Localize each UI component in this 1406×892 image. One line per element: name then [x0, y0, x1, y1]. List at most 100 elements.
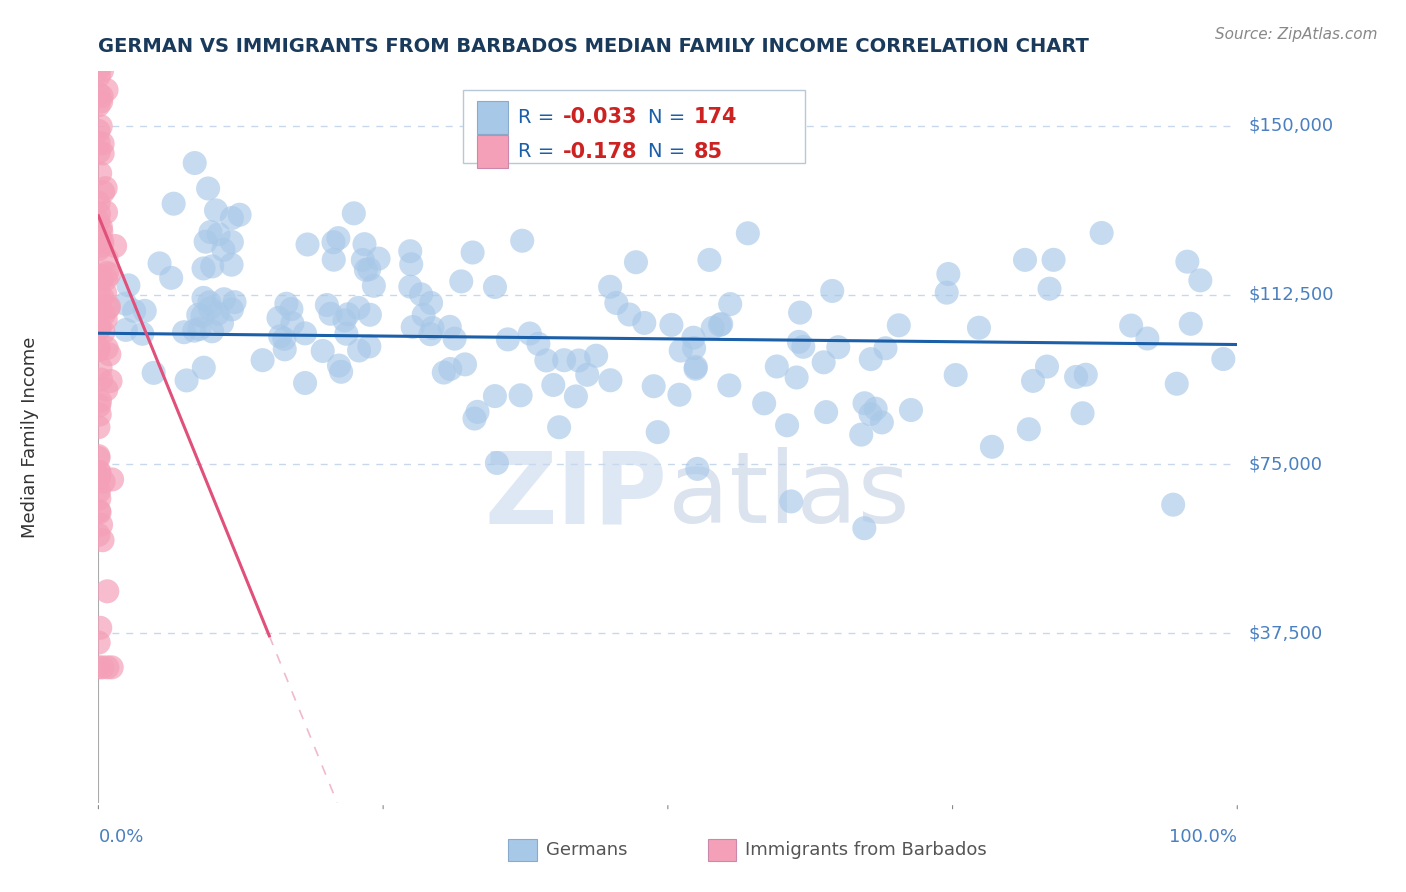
Point — [935, 285, 957, 300]
Point — [718, 297, 741, 311]
Point — [87, 214, 110, 228]
Point — [1014, 252, 1036, 267]
Point — [87, 635, 110, 649]
FancyBboxPatch shape — [509, 839, 537, 862]
Point — [709, 318, 731, 332]
Point — [91, 185, 114, 199]
Point — [536, 353, 558, 368]
Point — [347, 301, 370, 315]
Point — [619, 308, 641, 322]
Point — [419, 327, 441, 342]
Point — [90, 120, 112, 134]
Point — [87, 341, 110, 355]
Point — [183, 156, 205, 170]
Point — [273, 332, 295, 346]
Point — [131, 326, 153, 341]
Point — [343, 206, 366, 220]
Point — [1064, 370, 1087, 384]
Point — [454, 358, 477, 372]
Point — [624, 255, 647, 269]
Text: R =: R = — [517, 108, 560, 127]
Point — [1091, 226, 1114, 240]
Point — [647, 425, 669, 439]
Point — [87, 484, 110, 499]
Point — [114, 296, 136, 310]
Point — [776, 418, 799, 433]
Point — [191, 309, 214, 323]
Point — [565, 389, 588, 403]
Point — [87, 195, 110, 210]
Point — [754, 396, 776, 410]
Text: Median Family Income: Median Family Income — [21, 336, 39, 538]
Point — [851, 427, 873, 442]
Point — [527, 336, 550, 351]
Point — [702, 321, 724, 335]
Point — [543, 378, 565, 392]
Point — [91, 136, 114, 151]
Point — [1042, 252, 1064, 267]
Point — [101, 473, 124, 487]
Point — [197, 181, 219, 195]
Point — [134, 303, 156, 318]
Point — [439, 362, 461, 376]
Point — [936, 267, 959, 281]
Point — [1074, 368, 1097, 382]
Point — [409, 287, 432, 301]
Point — [363, 278, 385, 293]
Point — [485, 456, 508, 470]
Text: Immigrants from Barbados: Immigrants from Barbados — [745, 841, 987, 859]
Point — [815, 405, 838, 419]
Point — [699, 252, 721, 267]
Point — [87, 471, 110, 485]
Point — [1136, 331, 1159, 345]
Point — [853, 521, 876, 535]
Point — [328, 231, 350, 245]
Point — [87, 449, 110, 463]
Point — [90, 373, 112, 387]
Point — [91, 25, 114, 39]
Point — [87, 450, 110, 465]
Point — [484, 280, 506, 294]
Point — [967, 320, 990, 334]
Point — [353, 237, 375, 252]
Point — [187, 308, 209, 322]
Point — [859, 352, 882, 367]
Point — [212, 243, 235, 257]
Point — [201, 324, 224, 338]
Point — [1018, 422, 1040, 436]
Point — [669, 343, 692, 358]
Point — [93, 307, 115, 321]
Point — [211, 316, 233, 330]
Point — [90, 89, 112, 103]
Point — [193, 261, 215, 276]
Point — [420, 296, 443, 310]
Point — [96, 83, 118, 97]
Point — [87, 98, 110, 112]
Point — [399, 279, 422, 293]
Point — [96, 584, 118, 599]
Text: N =: N = — [648, 143, 692, 161]
Point — [827, 340, 849, 354]
Point — [207, 307, 229, 321]
Point — [100, 660, 122, 674]
Point — [87, 124, 110, 138]
Point — [352, 252, 374, 267]
Point — [221, 258, 243, 272]
Point — [90, 517, 112, 532]
Point — [207, 227, 229, 242]
Text: Germans: Germans — [546, 841, 627, 859]
Point — [91, 63, 114, 78]
Point — [548, 420, 571, 434]
Point — [93, 475, 115, 489]
Point — [188, 322, 211, 336]
Text: 0.0%: 0.0% — [98, 829, 143, 847]
Point — [87, 504, 110, 518]
Text: $150,000: $150,000 — [1249, 117, 1333, 135]
Point — [509, 388, 531, 402]
Point — [1022, 374, 1045, 388]
Point — [294, 376, 316, 390]
Point — [330, 365, 353, 379]
Point — [96, 660, 118, 674]
Point — [683, 341, 706, 355]
Point — [93, 325, 115, 339]
